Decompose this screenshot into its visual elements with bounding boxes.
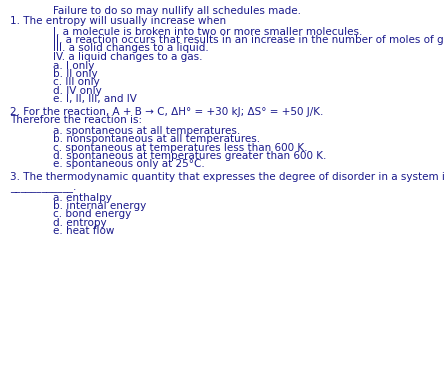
Text: b. II only: b. II only bbox=[53, 69, 98, 79]
Text: 3. The thermodynamic quantity that expresses the degree of disorder in a system : 3. The thermodynamic quantity that expre… bbox=[10, 172, 444, 182]
Text: III. a solid changes to a liquid.: III. a solid changes to a liquid. bbox=[53, 43, 209, 53]
Text: Failure to do so may nullify all schedules made.: Failure to do so may nullify all schedul… bbox=[53, 6, 301, 16]
Text: d. entropy: d. entropy bbox=[53, 218, 107, 227]
Text: b. nonspontaneous at all temperatures.: b. nonspontaneous at all temperatures. bbox=[53, 134, 260, 144]
Text: II. a reaction occurs that results in an increase in the number of moles of gas.: II. a reaction occurs that results in an… bbox=[53, 35, 444, 45]
Text: c. bond energy: c. bond energy bbox=[53, 209, 131, 219]
Text: b. internal energy: b. internal energy bbox=[53, 201, 147, 211]
Text: e. spontaneous only at 25°C.: e. spontaneous only at 25°C. bbox=[53, 159, 205, 169]
Text: c. spontaneous at temperatures less than 600 K.: c. spontaneous at temperatures less than… bbox=[53, 143, 308, 152]
Text: a. spontaneous at all temperatures.: a. spontaneous at all temperatures. bbox=[53, 126, 241, 136]
Text: e. heat flow: e. heat flow bbox=[53, 226, 115, 236]
Text: 2. For the reaction, A + B → C, ΔH° = +30 kJ; ΔS° = +50 J/K.: 2. For the reaction, A + B → C, ΔH° = +3… bbox=[10, 107, 323, 117]
Text: I. a molecule is broken into two or more smaller molecules.: I. a molecule is broken into two or more… bbox=[53, 27, 363, 36]
Text: a. enthalpy: a. enthalpy bbox=[53, 193, 112, 202]
Text: 1. The entropy will usually increase when: 1. The entropy will usually increase whe… bbox=[10, 16, 226, 26]
Text: c. III only: c. III only bbox=[53, 77, 100, 87]
Text: d. IV only: d. IV only bbox=[53, 86, 102, 96]
Text: IV. a liquid changes to a gas.: IV. a liquid changes to a gas. bbox=[53, 52, 203, 61]
Text: a. I only: a. I only bbox=[53, 61, 95, 70]
Text: d. spontaneous at temperatures greater than 600 K.: d. spontaneous at temperatures greater t… bbox=[53, 151, 327, 161]
Text: e. I, II, III, and IV: e. I, II, III, and IV bbox=[53, 94, 137, 104]
Text: Therefore the reaction is:: Therefore the reaction is: bbox=[10, 115, 142, 125]
Text: ____________.: ____________. bbox=[10, 183, 76, 193]
